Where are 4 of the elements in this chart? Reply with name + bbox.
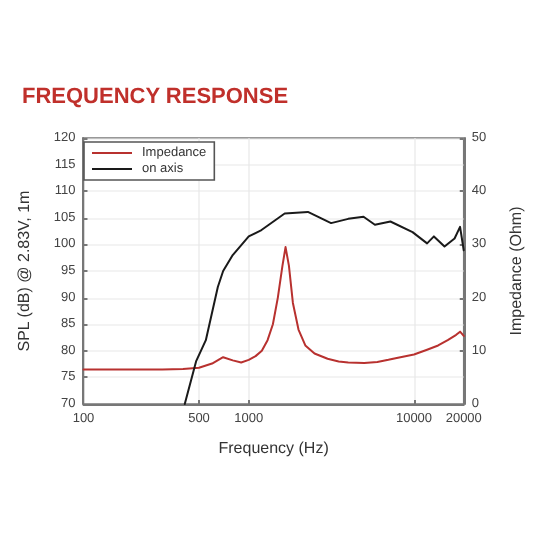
chart-title: FREQUENCY RESPONSE [22,85,289,109]
x-axis-title: Frequency (Hz) [218,439,330,457]
y2-axis-title: Impedance (Ohm) [507,205,525,336]
y-axis-title: SPL (dB) @ 2.83V, 1m [15,189,33,352]
